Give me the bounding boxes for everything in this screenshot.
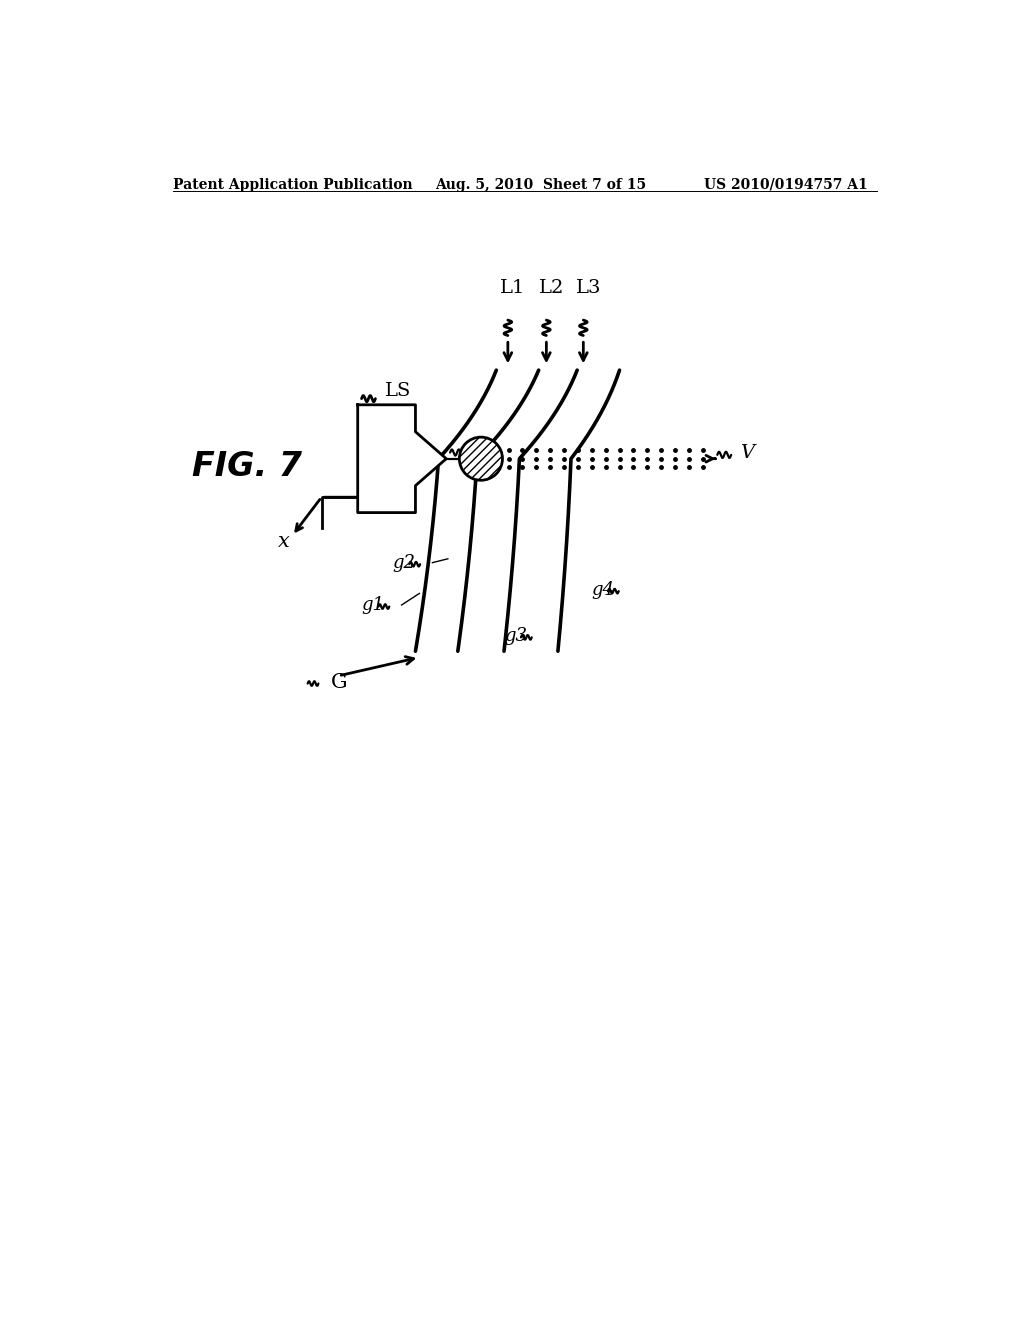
Text: FIG. 7: FIG. 7 (193, 450, 302, 483)
Polygon shape (504, 370, 620, 651)
Text: g3: g3 (504, 627, 527, 644)
Text: G: G (331, 672, 347, 692)
Polygon shape (416, 370, 539, 651)
Circle shape (460, 437, 503, 480)
Text: x: x (279, 532, 290, 552)
Polygon shape (458, 370, 578, 651)
Text: Aug. 5, 2010  Sheet 7 of 15: Aug. 5, 2010 Sheet 7 of 15 (435, 178, 646, 191)
Text: z: z (392, 487, 403, 507)
Text: V: V (471, 442, 485, 459)
Text: L3: L3 (575, 279, 601, 297)
Text: L1: L1 (500, 279, 525, 297)
Text: US 2010/0194757 A1: US 2010/0194757 A1 (705, 178, 868, 191)
Text: L2: L2 (539, 279, 564, 297)
Text: Patent Application Publication: Patent Application Publication (173, 178, 413, 191)
Text: g2: g2 (392, 553, 416, 572)
Text: g1: g1 (361, 597, 385, 614)
Polygon shape (357, 405, 446, 512)
Text: V: V (740, 444, 755, 462)
Text: LS: LS (385, 381, 411, 400)
Text: g4: g4 (591, 581, 614, 598)
